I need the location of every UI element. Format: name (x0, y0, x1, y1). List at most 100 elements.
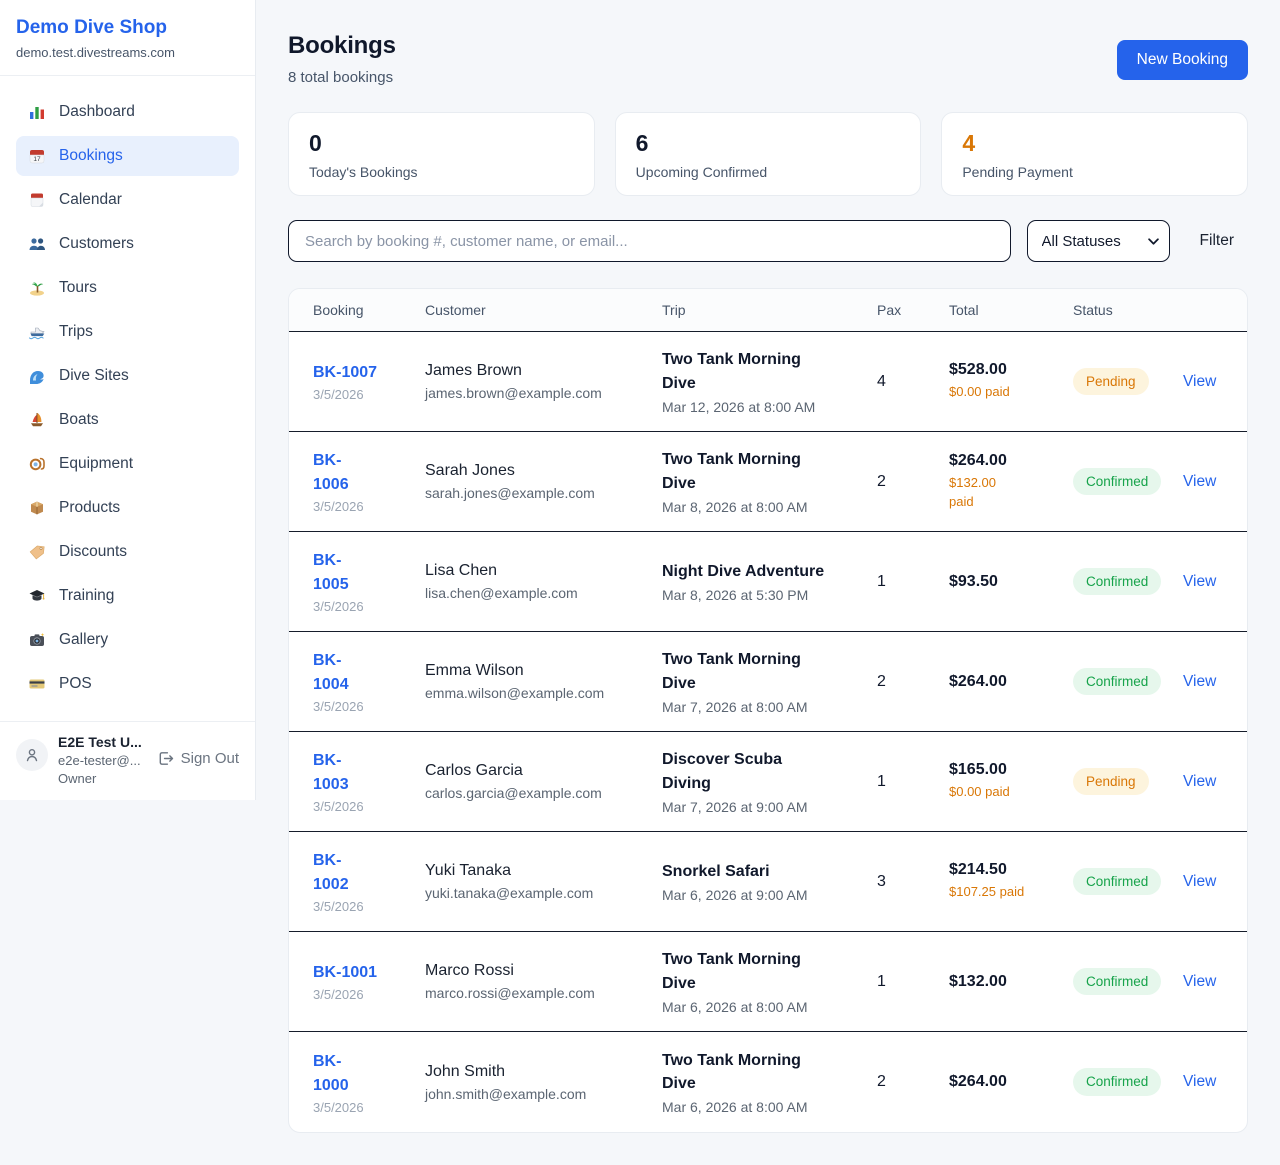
booking-id-link[interactable]: BK- 1003 (313, 752, 349, 793)
view-link[interactable]: View (1183, 872, 1217, 890)
dive-mask-icon (29, 457, 45, 471)
sidebar-item-bookings[interactable]: 17 Bookings (16, 136, 239, 176)
sidebar-item-label: Dive Sites (59, 367, 129, 384)
graduation-cap-icon (29, 590, 45, 601)
status-badge: Confirmed (1073, 667, 1162, 696)
pax-count: 2 (877, 1073, 886, 1090)
pax-count: 2 (877, 672, 886, 690)
table-row: BK-1007 3/5/2026 James Brown james.brown… (289, 332, 1247, 432)
sidebar-item-label: Tours (59, 279, 97, 296)
sidebar-item-tours[interactable]: Tours (16, 268, 239, 308)
sidebar-user-footer: E2E Test U... e2e-tester@... Owner Sign … (0, 721, 255, 800)
customer-name: James Brown (425, 362, 522, 379)
column-header-booking: Booking (313, 302, 364, 318)
sidebar-item-customers[interactable]: Customers (16, 224, 239, 264)
user-info: E2E Test U... e2e-tester@... Owner (58, 734, 147, 786)
total-amount: $264.00 (949, 452, 1007, 470)
sidebar-item-boats[interactable]: Boats (16, 400, 239, 440)
view-link[interactable]: View (1183, 672, 1217, 690)
trip-name: Night Dive Adventure (662, 562, 825, 580)
view-link[interactable]: View (1183, 772, 1217, 790)
sidebar-item-label: Calendar (59, 191, 122, 208)
customer-name: Sarah Jones (425, 462, 515, 479)
pax-count: 1 (877, 972, 886, 990)
user-icon (26, 749, 38, 762)
stat-label: Today's Bookings (309, 164, 418, 180)
column-header-status: Status (1073, 302, 1113, 318)
sidebar-item-trips[interactable]: Trips (16, 312, 239, 352)
sidebar-item-gallery[interactable]: Gallery (16, 620, 239, 660)
booking-id-link[interactable]: BK- 1002 (313, 852, 349, 893)
sidebar-item-dashboard[interactable]: Dashboard (16, 92, 239, 132)
view-link[interactable]: View (1183, 572, 1217, 590)
status-badge: Pending (1073, 367, 1149, 396)
customer-email: emma.wilson@example.com (425, 685, 605, 701)
booking-id-link[interactable]: BK- 1004 (313, 652, 349, 693)
camera-icon (30, 633, 45, 646)
brand-block: Demo Dive Shop demo.test.divestreams.com (0, 0, 255, 76)
stat-value: 0 (309, 130, 322, 156)
paid-amount: $0.00 paid (949, 784, 1010, 800)
sign-out-button[interactable]: Sign Out (157, 750, 239, 767)
trip-datetime: Mar 7, 2026 at 8:00 AM (662, 698, 808, 715)
booking-date: 3/5/2026 (313, 987, 364, 1002)
trip-datetime: Mar 12, 2026 at 8:00 AM (662, 398, 816, 415)
calendar-icon (30, 193, 44, 207)
brand-title: Demo Dive Shop (16, 17, 167, 38)
booking-id-link[interactable]: BK-1001 (313, 964, 378, 981)
sidebar-item-products[interactable]: Products (16, 488, 239, 528)
customer-email: yuki.tanaka@example.com (425, 885, 594, 901)
sidebar-item-label: Gallery (59, 631, 109, 648)
sidebar-item-training[interactable]: Training (16, 576, 239, 616)
sidebar: Demo Dive Shop demo.test.divestreams.com… (0, 0, 256, 800)
customer-email: james.brown@example.com (425, 385, 602, 401)
trip-name: Two Tank Morning Dive (662, 951, 801, 992)
sidebar-item-calendar[interactable]: Calendar (16, 180, 239, 220)
trip-name: Two Tank Morning Dive (662, 1051, 801, 1092)
sidebar-item-label: Training (59, 587, 115, 604)
sidebar-item-label: Customers (59, 235, 134, 252)
sidebar-item-pos[interactable]: POS (16, 664, 239, 704)
search-input[interactable] (288, 220, 1011, 262)
table-row: BK- 1006 3/5/2026 Sarah Jones sarah.jone… (289, 432, 1247, 532)
sidebar-item-equipment[interactable]: Equipment (16, 444, 239, 484)
booking-date: 3/5/2026 (313, 1099, 364, 1115)
sidebar-item-discounts[interactable]: Discounts (16, 532, 239, 572)
filter-button[interactable]: Filter (1186, 232, 1248, 250)
stats-row: 0 Today's Bookings 6 Upcoming Confirmed … (288, 112, 1249, 196)
customer-email: marco.rossi@example.com (425, 985, 595, 1001)
pax-count: 4 (877, 372, 886, 390)
trip-name: Snorkel Safari (662, 862, 770, 880)
booking-id-link[interactable]: BK- 1000 (313, 1052, 349, 1094)
total-amount: $528.00 (949, 361, 1007, 379)
people-icon (29, 238, 45, 250)
new-booking-button[interactable]: New Booking (1116, 40, 1248, 80)
sidebar-item-dive-sites[interactable]: Dive Sites (16, 356, 239, 396)
stat-card-pending-payment: 4 Pending Payment (941, 112, 1249, 196)
pax-count: 3 (877, 872, 886, 890)
user-role: Owner (58, 771, 97, 786)
customer-email: sarah.jones@example.com (425, 485, 595, 501)
customer-name: John Smith (425, 1062, 506, 1080)
user-email: e2e-tester@... (58, 753, 141, 768)
sidebar-item-label: Dashboard (59, 103, 135, 120)
booking-id-link[interactable]: BK- 1005 (313, 552, 349, 593)
stat-card-upcoming-confirmed: 6 Upcoming Confirmed (614, 112, 922, 196)
total-amount: $93.50 (949, 572, 998, 590)
speedboat-icon (28, 327, 45, 340)
sidebar-item-label: Bookings (59, 147, 123, 164)
table-row: BK- 1002 3/5/2026 Yuki Tanaka yuki.tanak… (289, 832, 1247, 932)
brand-domain: demo.test.divestreams.com (16, 45, 175, 60)
total-amount: $214.50 (949, 861, 1007, 879)
booking-id-link[interactable]: BK- 1006 (313, 452, 349, 493)
booking-date: 3/5/2026 (313, 387, 364, 402)
trip-datetime: Mar 6, 2026 at 8:00 AM (662, 1099, 808, 1116)
view-link[interactable]: View (1183, 472, 1217, 490)
view-link[interactable]: View (1183, 372, 1217, 390)
view-link[interactable]: View (1183, 972, 1217, 990)
booking-id-link[interactable]: BK-1007 (313, 364, 378, 381)
view-link[interactable]: View (1183, 1073, 1217, 1090)
status-select[interactable]: All Statuses (1026, 220, 1170, 262)
booking-date: 3/5/2026 (313, 599, 364, 614)
stat-label: Pending Payment (962, 164, 1073, 180)
